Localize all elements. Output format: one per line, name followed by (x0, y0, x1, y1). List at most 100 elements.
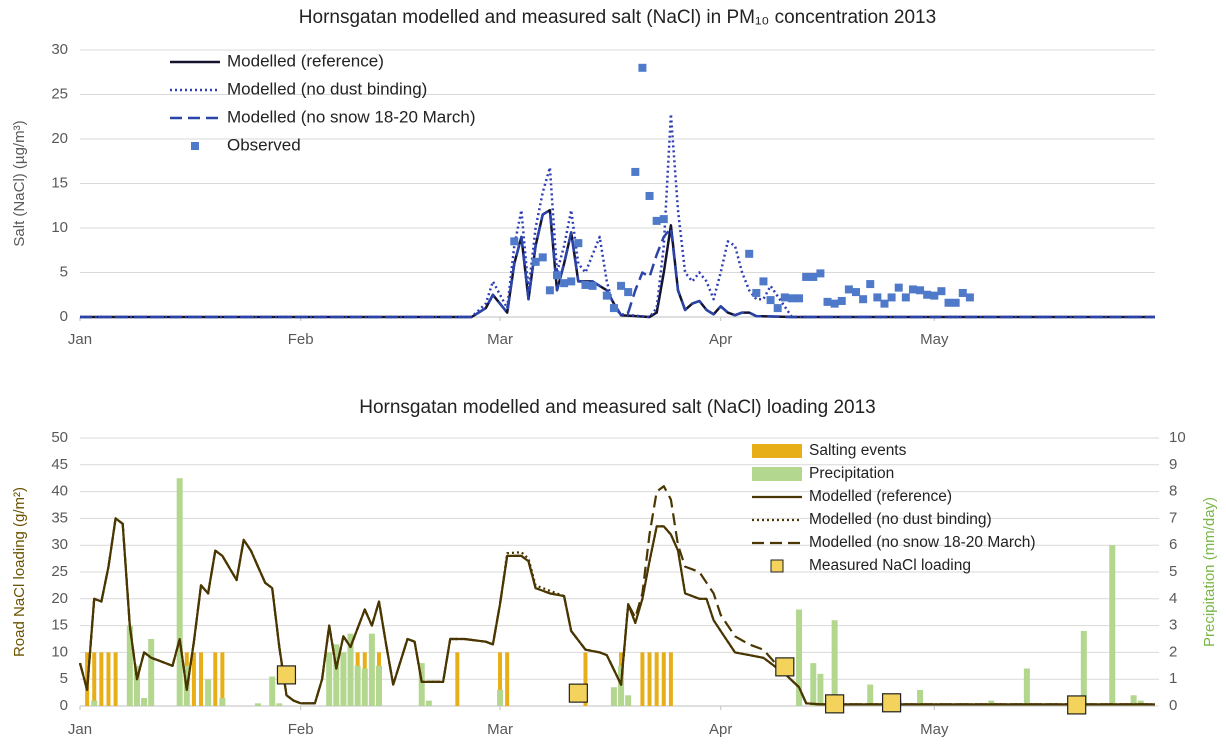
point (830, 299, 839, 308)
legend-label: Modelled (no snow 18-20 March) (809, 534, 1036, 551)
y2-tick-label: 1 (1169, 670, 1177, 687)
line (80, 208, 1155, 319)
y-axis-label: Road NaCl loading (g/m²) (11, 487, 28, 657)
line (78, 485, 1155, 706)
bar (505, 652, 510, 706)
bar (276, 703, 283, 706)
point (837, 296, 846, 305)
point (823, 297, 832, 306)
point (951, 298, 960, 307)
bar (1109, 545, 1116, 706)
line (80, 208, 1155, 319)
point (795, 294, 804, 303)
point (631, 167, 640, 176)
point (531, 257, 540, 266)
bar (91, 700, 98, 706)
point (752, 288, 761, 297)
x-tick-label: Feb (288, 331, 314, 348)
bar (831, 620, 838, 706)
legend-label: Modelled (no dust binding) (227, 79, 427, 98)
bar (618, 665, 625, 706)
bar (106, 652, 111, 706)
bar (133, 665, 140, 706)
bar (340, 652, 347, 706)
point (787, 294, 796, 303)
legend-label: Modelled (no dust binding) (809, 511, 992, 528)
point (880, 299, 889, 308)
point (645, 191, 654, 200)
bar (867, 684, 874, 706)
y-tick-label: 20 (51, 130, 68, 147)
bar (583, 652, 588, 706)
point (581, 280, 590, 289)
y-tick-label: 0 (60, 697, 68, 714)
y-tick-label: 15 (51, 174, 68, 191)
point (510, 237, 519, 246)
legend-label: Observed (227, 135, 301, 154)
point (916, 286, 925, 295)
point (859, 295, 868, 304)
y2-tick-label: 6 (1169, 536, 1177, 553)
bar (497, 689, 504, 706)
point (652, 216, 661, 225)
bar (418, 663, 425, 706)
point (766, 296, 775, 305)
bar (213, 652, 218, 706)
y-tick-label: 30 (51, 536, 68, 553)
bar (191, 652, 196, 706)
point (816, 269, 825, 278)
bar (625, 695, 632, 706)
y-tick-label: 45 (51, 456, 68, 473)
y-tick-label: 15 (51, 617, 68, 634)
bar (205, 679, 212, 706)
x-tick-label: May (920, 331, 949, 348)
bar (425, 700, 432, 706)
bar (640, 652, 645, 706)
legend-swatch (770, 559, 784, 573)
legend-label: Precipitation (809, 465, 894, 482)
y2-tick-label: 2 (1169, 643, 1177, 660)
point (745, 249, 754, 258)
x-tick-label: Mar (487, 721, 513, 738)
bar (376, 665, 383, 706)
bar (176, 478, 183, 706)
y2-axis-label: Precipitation (mm/day) (1201, 497, 1218, 647)
legend-label: Modelled (no snow 18-20 March) (227, 107, 476, 126)
y2-tick-label: 0 (1169, 697, 1177, 714)
bar (269, 676, 276, 706)
y-tick-label: 0 (60, 308, 68, 325)
point (851, 288, 860, 297)
y-axis-label: Salt (NaCl) (µg/m³) (11, 120, 28, 246)
bar (668, 652, 673, 706)
chart-title: Hornsgatan modelled and measured salt (N… (359, 397, 875, 418)
bar (610, 687, 617, 706)
point (574, 239, 583, 248)
legend-label: Salting events (809, 442, 907, 459)
bar (810, 663, 817, 706)
point (908, 285, 917, 294)
bar (113, 652, 118, 706)
bar (1080, 630, 1087, 706)
y-tick-label: 50 (51, 429, 68, 446)
y-tick-label: 25 (51, 85, 68, 102)
point (545, 286, 554, 295)
point (873, 293, 882, 302)
y-tick-label: 35 (51, 509, 68, 526)
bar (99, 652, 104, 706)
point (802, 272, 811, 281)
point (809, 272, 818, 281)
bar (498, 652, 503, 706)
bar (126, 625, 133, 706)
bar (796, 609, 803, 706)
bar (368, 633, 375, 706)
point (624, 288, 633, 297)
point (894, 283, 903, 292)
point (759, 277, 768, 286)
point (552, 271, 561, 280)
legend-label: Measured NaCl loading (809, 557, 971, 574)
bar (326, 652, 333, 706)
legend-swatch (752, 467, 802, 481)
y-tick-label: 5 (60, 263, 68, 280)
legend-swatch (752, 444, 802, 458)
bar (361, 668, 368, 706)
